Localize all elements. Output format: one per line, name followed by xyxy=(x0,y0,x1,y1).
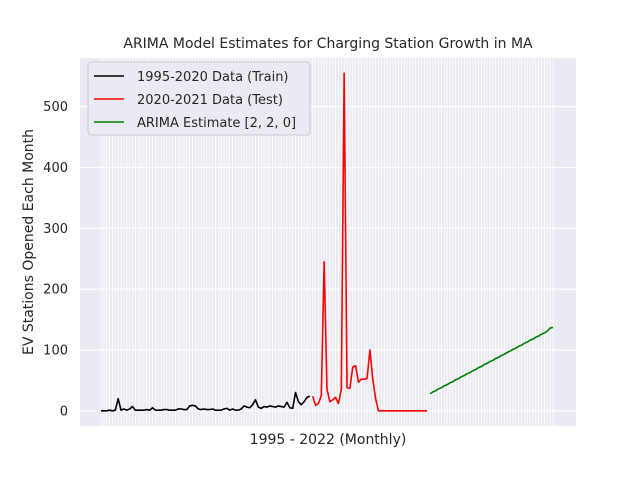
x-axis-label: 1995 - 2022 (Monthly) xyxy=(250,432,407,448)
legend-label-train: 1995-2020 Data (Train) xyxy=(137,70,289,85)
legend-label-test: 2020-2021 Data (Test) xyxy=(137,93,283,108)
horizontal-grid xyxy=(80,106,576,412)
y-tick-label: 400 xyxy=(43,161,68,176)
estimate-series-line xyxy=(429,326,554,395)
y-axis-label: EV Stations Opened Each Month xyxy=(21,129,37,355)
chart-title: ARIMA Model Estimates for Charging Stati… xyxy=(123,36,533,52)
legend-box xyxy=(87,61,311,136)
y-tick-label: 500 xyxy=(43,100,68,115)
series-layer xyxy=(101,72,554,412)
y-tick-label: 100 xyxy=(43,343,68,358)
y-tick-labels: 0 100 200 300 400 500 xyxy=(43,100,68,419)
train-series-line xyxy=(101,391,311,412)
y-tick-label: 300 xyxy=(43,222,68,237)
test-series-line xyxy=(311,72,428,412)
legend-label-estimate: ARIMA Estimate [2, 2, 0] xyxy=(137,116,296,131)
y-tick-label: 200 xyxy=(43,283,68,298)
legend: 1995-2020 Data (Train) 2020-2021 Data (T… xyxy=(87,61,311,136)
y-tick-label: 0 xyxy=(60,404,68,419)
